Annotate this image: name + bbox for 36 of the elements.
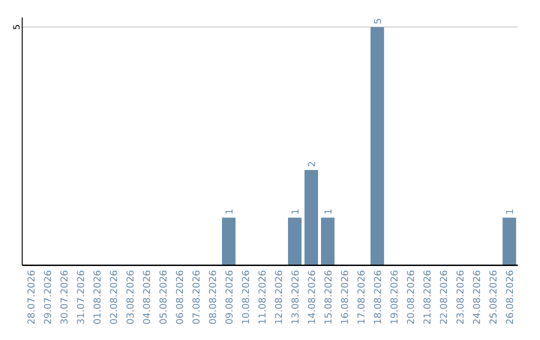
x-tick-label: 25.08.2026 xyxy=(488,270,500,325)
x-tick-label: 19.08.2026 xyxy=(390,270,401,325)
x-tick-label: 10.08.2026 xyxy=(241,270,252,325)
data-label: 1 xyxy=(224,208,236,215)
data-label: 1 xyxy=(324,208,335,215)
data-label: 1 xyxy=(505,208,516,215)
x-tick-label: 04.08.2026 xyxy=(142,270,154,325)
data-label: 2 xyxy=(307,161,318,168)
x-tick-label: 26.08.2026 xyxy=(505,270,516,325)
x-tick-label: 24.08.2026 xyxy=(472,270,484,325)
data-label: 5 xyxy=(373,18,384,24)
x-tick-label: 01.08.2026 xyxy=(92,270,104,325)
x-tick-label: 05.08.2026 xyxy=(158,270,170,325)
x-tick-label: 17.08.2026 xyxy=(356,270,368,325)
x-tick-label: 15.08.2026 xyxy=(324,270,335,325)
x-tick-label: 14.08.2026 xyxy=(307,270,318,325)
x-tick-label: 12.08.2026 xyxy=(274,270,286,325)
x-tick-label: 16.08.2026 xyxy=(340,270,352,325)
x-tick-label: 09.08.2026 xyxy=(224,270,236,325)
x-tick-label: 06.08.2026 xyxy=(175,270,186,325)
x-tick-label: 03.08.2026 xyxy=(126,270,137,325)
x-tick-label: 11.08.2026 xyxy=(258,270,269,325)
x-tick-label: 02.08.2026 xyxy=(109,270,120,325)
x-tick-label: 28.07.2026 xyxy=(26,270,38,325)
x-tick-label: 21.08.2026 xyxy=(422,270,434,325)
x-tick-label: 07.08.2026 xyxy=(192,270,203,325)
x-tick-label: 22.08.2026 xyxy=(439,270,450,325)
x-tick-label: 23.08.2026 xyxy=(456,270,467,325)
data-label: 1 xyxy=(290,208,302,215)
x-tick-label: 08.08.2026 xyxy=(208,270,220,325)
x-tick-label: 18.08.2026 xyxy=(373,270,384,325)
x-tick-label: 20.08.2026 xyxy=(406,270,418,325)
x-tick-label: 13.08.2026 xyxy=(290,270,302,325)
x-tick-label: 30.07.2026 xyxy=(59,270,70,325)
x-tick-label: 31.07.2026 xyxy=(76,270,87,325)
x-tick-label: 29.07.2026 xyxy=(42,270,54,325)
